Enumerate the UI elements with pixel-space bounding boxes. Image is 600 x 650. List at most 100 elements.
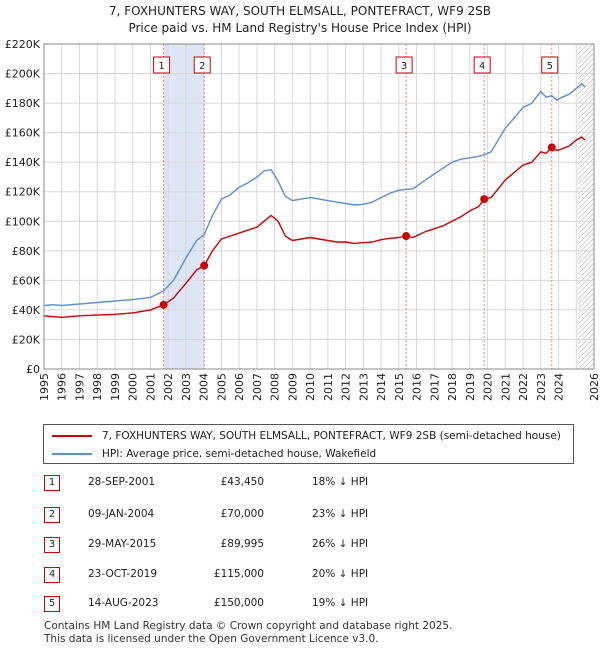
sale-date: 29-MAY-2015 (88, 538, 157, 550)
x-tick-label: 2024 (553, 373, 566, 401)
hatch-line (577, 182, 595, 200)
hatch-line (577, 43, 589, 55)
x-tick-label: 2013 (357, 373, 370, 401)
hatch-line (577, 197, 595, 215)
y-tick-label: £60K (12, 274, 41, 287)
hatch-line (577, 72, 595, 90)
x-tick-label: 2007 (251, 373, 264, 401)
y-tick-label: £180K (5, 97, 41, 110)
hatch-line (577, 352, 595, 370)
hatch-line (577, 102, 595, 120)
y-tick-label: £160K (5, 127, 41, 140)
x-tick-label: 2006 (233, 373, 246, 401)
hatch-line (577, 292, 595, 310)
legend-item-hpi: HPI: Average price, semi-detached house,… (52, 445, 376, 463)
hatch-line (577, 142, 595, 160)
hatch-line (577, 97, 595, 115)
hatch-line (577, 287, 595, 305)
chart-subtitle: Price paid vs. HM Land Registry's House … (128, 21, 472, 35)
x-tick-label: 1998 (91, 373, 104, 401)
hatch-line (577, 342, 595, 360)
hatch-line (577, 327, 595, 345)
x-tick-label: 2014 (375, 373, 388, 401)
legend-swatch-hpi (52, 453, 92, 455)
footer: Contains HM Land Registry data © Crown c… (44, 620, 452, 646)
price-chart: 1 2 3 4 5 £0 £20K £40K £60K £80K £100K £120K £140K £… (5, 38, 600, 401)
legend-swatch-property (52, 435, 92, 437)
event-label-box (153, 56, 171, 74)
y-tick-label: £120K (5, 186, 41, 199)
hatch-line (577, 162, 595, 180)
x-tick-label: 2016 (411, 373, 424, 401)
event-label-box (193, 56, 211, 74)
event-label-text: 2 (199, 61, 205, 72)
hatch-line (577, 267, 595, 285)
hatch-line (577, 227, 595, 245)
y-tick-label: £200K (5, 68, 41, 81)
x-tick-label: 2011 (322, 373, 335, 401)
hatch-line (577, 297, 595, 315)
y-tick-label: £220K (5, 38, 41, 51)
hatch-line (582, 357, 595, 370)
hatch-line (577, 57, 595, 75)
hatch-line (577, 337, 595, 355)
sale-hpi-diff: 26% ↓ HPI (312, 538, 369, 550)
sale-point (200, 261, 209, 270)
event-label-box (473, 56, 491, 74)
y-tick-label: £40K (12, 304, 41, 317)
sale-hpi-diff: 23% ↓ HPI (312, 508, 369, 520)
y-tick-label: £140K (5, 156, 41, 169)
sale-hpi-diff: 19% ↓ HPI (312, 597, 369, 609)
sale-price: £89,995 (220, 538, 264, 550)
hatch-line (577, 302, 595, 320)
hatch-line (577, 117, 595, 135)
hatch-line (577, 122, 595, 140)
sale-price: £70,000 (220, 508, 264, 520)
hatch-line (577, 272, 595, 290)
property-price-line (43, 136, 586, 318)
sale-number-badge: 4 (44, 567, 60, 583)
footer-copyright: Contains HM Land Registry data © Crown c… (44, 620, 453, 632)
x-tick-label: 2018 (446, 373, 459, 401)
hatch-line (577, 307, 595, 325)
x-tick-label: 2004 (198, 373, 211, 401)
event-label-text: 5 (547, 61, 553, 72)
sale-price: £43,450 (220, 476, 264, 488)
hatch-line (577, 87, 595, 105)
legend: 7, FOXHUNTERS WAY, SOUTH ELMSALL, PONTEF… (43, 424, 574, 464)
x-tick-label: 2008 (269, 373, 282, 401)
hatch-line (577, 137, 595, 155)
x-tick-label: 2019 (464, 373, 477, 401)
x-tick-label: 1995 (38, 373, 51, 401)
footer-licence: This data is licensed under the Open Gov… (44, 633, 379, 645)
event-label-text: 1 (158, 61, 164, 72)
x-tick-label: 1996 (56, 373, 69, 401)
x-tick-label: 2012 (340, 373, 353, 401)
hatch-line (577, 132, 595, 150)
hatch-line (577, 157, 595, 175)
legend-label-hpi: HPI: Average price, semi-detached house,… (102, 448, 377, 460)
hatch-line (577, 202, 595, 220)
sale-number-badge: 2 (44, 507, 60, 523)
legend-item-property: 7, FOXHUNTERS WAY, SOUTH ELMSALL, PONTEF… (52, 427, 561, 445)
sale-point (159, 300, 168, 309)
x-tick-label: 1999 (109, 373, 122, 401)
chart-title: 7, FOXHUNTERS WAY, SOUTH ELMSALL, PONTEF… (108, 4, 492, 18)
hatch-line (577, 52, 595, 70)
hatch-line (577, 322, 595, 340)
x-tick-label: 2020 (482, 373, 495, 401)
hatch-line (577, 67, 595, 85)
x-tick-label: 2017 (428, 373, 441, 401)
event-label-box (541, 56, 559, 74)
sale-number-badge: 1 (44, 475, 60, 491)
hatch-line (577, 217, 595, 235)
x-tick-label: 1997 (73, 373, 86, 401)
hatch-line (577, 112, 595, 130)
hatch-line (577, 257, 595, 275)
sale-number-badge: 5 (44, 596, 60, 612)
hatch-line (577, 312, 595, 330)
hatch-line (577, 147, 595, 165)
hatch-line (577, 232, 595, 250)
sale-price: £150,000 (213, 597, 264, 609)
hatch-line (577, 222, 595, 240)
